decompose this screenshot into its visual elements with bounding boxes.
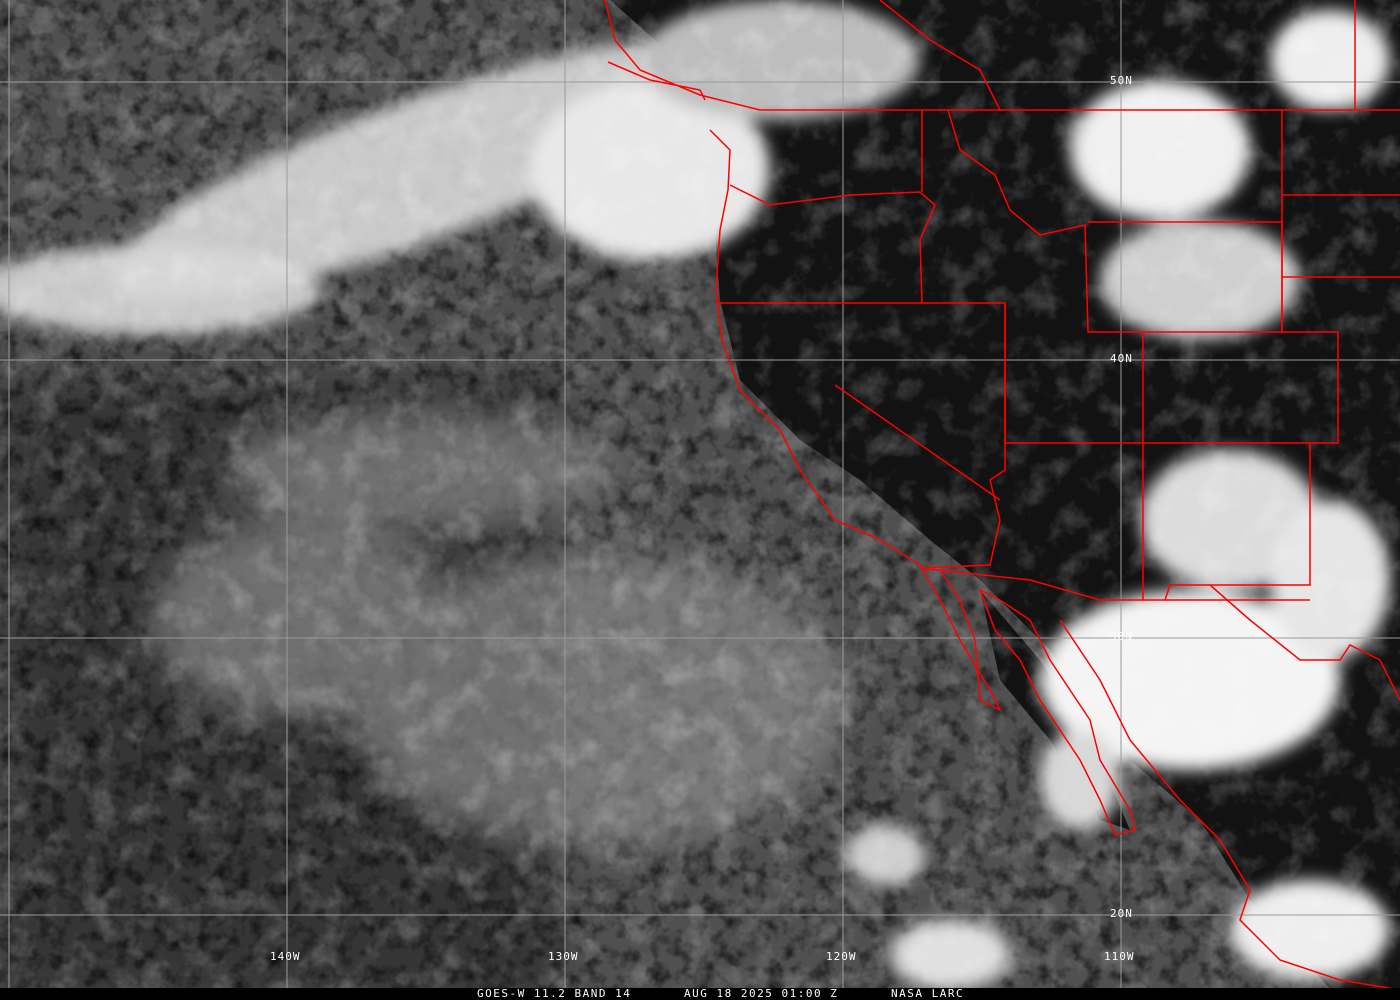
lon-label-130w: 130W xyxy=(548,950,579,963)
caption-source: NASA LARC xyxy=(891,987,965,1000)
lon-label-120w: 120W xyxy=(826,950,857,963)
political-boundaries xyxy=(604,0,1400,991)
lat-label-50n: 50N xyxy=(1110,74,1133,87)
lat-label-20n: 20N xyxy=(1110,907,1133,920)
caption-timestamp: AUG 18 2025 01:00 Z xyxy=(684,987,839,1000)
lon-label-110w: 110W xyxy=(1104,950,1135,963)
caption-product: GOES-W 11.2 BAND 14 xyxy=(477,987,632,1000)
lat-label-40n: 40N xyxy=(1110,352,1133,365)
caption-bar: GOES-W 11.2 BAND 14 AUG 18 2025 01:00 Z … xyxy=(0,987,1400,1000)
lat-label-30n: 30N xyxy=(1110,630,1133,643)
lon-label-140w: 140W xyxy=(270,950,301,963)
